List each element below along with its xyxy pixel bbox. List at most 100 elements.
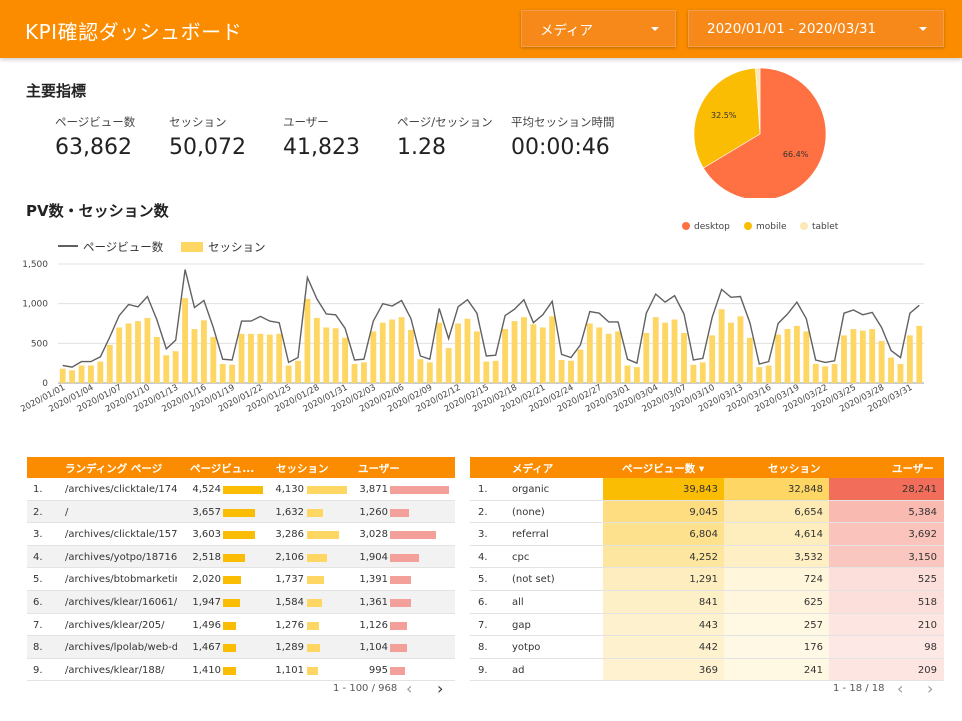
users-bar: [390, 599, 411, 607]
landing-page-cell: /: [65, 506, 69, 518]
users-heat: [829, 500, 944, 523]
pageviews-bar: [223, 621, 237, 630]
sessions-heat: [724, 613, 829, 636]
sessions-heat: [724, 545, 829, 568]
sessions-cell: 2,106: [275, 551, 304, 563]
session-bar: [125, 323, 132, 383]
y-tick-label: 0: [42, 379, 48, 389]
legend-line-swatch: [58, 245, 78, 247]
pageviews-bar: [223, 531, 255, 540]
table-row[interactable]: 3. /archives/clicktale/1577/3,603 3,286 3,0…: [27, 523, 455, 546]
users-bar: [390, 531, 437, 540]
session-bar: [822, 366, 829, 383]
session-bar: [690, 364, 697, 383]
table-row[interactable]: 4. cpc 4,252 3,532 3,150: [470, 545, 944, 569]
table-row[interactable]: 7. /archives/klear/205/1,496 1,276 1,126: [27, 613, 455, 637]
col-header-users[interactable]: ユーザー: [358, 463, 400, 475]
kpi-users: ユーザー 41,823: [283, 114, 360, 160]
session-bar: [784, 329, 791, 383]
media-table-pager: 1 - 18 / 18: [833, 683, 885, 694]
session-bar: [323, 327, 330, 383]
table-row[interactable]: 5. (not set) 1,291 724 525: [470, 568, 944, 591]
table-row[interactable]: 8. yotpo 442 176 98: [470, 636, 944, 659]
sessions-cell: 724: [803, 574, 823, 586]
col-header-users[interactable]: ユーザー: [892, 463, 934, 475]
session-bar: [219, 363, 226, 383]
users-heat: [829, 591, 944, 613]
sessions-cell: 1,276: [275, 619, 304, 631]
session-bar: [681, 333, 687, 383]
media-cell: all: [512, 597, 524, 608]
pageviews-cell: 841: [698, 597, 718, 608]
media-cell: yotpo: [512, 642, 541, 654]
legend-swatch-tablet: [800, 222, 808, 230]
session-bar: [728, 322, 734, 383]
table-row[interactable]: 6. all 841 625 518: [470, 591, 944, 614]
sessions-cell: 1,632: [275, 506, 304, 518]
session-bar: [888, 357, 894, 383]
session-bar: [59, 368, 66, 383]
pageviews-cell: 443: [698, 619, 718, 631]
users-heat: [829, 478, 944, 500]
kpi-label: ユーザー: [283, 115, 329, 129]
session-bar: [633, 367, 640, 383]
row-index: 5.: [478, 574, 488, 586]
session-bar: [436, 322, 443, 383]
chevron-left-icon[interactable]: ‹: [897, 679, 904, 698]
table-row[interactable]: 9. /archives/klear/188/1,410 1,101 995: [27, 658, 455, 682]
session-bar: [153, 336, 160, 383]
session-bar: [445, 348, 452, 383]
col-header-sessions[interactable]: セッション: [768, 463, 821, 475]
table-row[interactable]: 1. organic 39,843 32,848 28,241: [470, 478, 944, 501]
pageviews-cell: 1,467: [192, 642, 221, 654]
kpi-sessions: セッション 50,072: [169, 114, 246, 160]
session-bar: [521, 317, 527, 383]
table-row[interactable]: 2. (none) 9,045 6,654 5,384: [470, 500, 944, 524]
table-row[interactable]: 7. gap 443 257 210: [470, 613, 944, 637]
col-header-pageviews-sorted[interactable]: ページビュー数 ▾: [622, 463, 705, 475]
landing-page-cell: /archives/btobmarketin...: [65, 574, 177, 586]
media-filter-dropdown[interactable]: メディア: [521, 10, 676, 47]
pageviews-cell: 1,496: [192, 619, 221, 631]
table-row[interactable]: 2. / 3,657 1,632 1,260: [27, 500, 455, 524]
chevron-down-icon: [651, 27, 659, 31]
pageviews-cell: 369: [698, 664, 718, 676]
col-header-sessions[interactable]: セッション: [276, 463, 329, 475]
session-bar: [859, 330, 866, 383]
session-bar: [370, 331, 377, 383]
pageviews-bar: [223, 486, 263, 494]
table-row[interactable]: 6. /archives/klear/16061/1,947 1,584 1,361: [27, 591, 455, 614]
table-row[interactable]: 1. /archives/clicktale/1740/4,524 4,130 3,8…: [27, 478, 455, 501]
trend-section-title: PV数・セッション数: [26, 202, 169, 220]
sessions-bar: [307, 486, 347, 494]
pageview-line: [62, 269, 920, 368]
col-header-landing-page[interactable]: ランディング ページ: [65, 463, 163, 475]
table-row[interactable]: 4. /archives/yotpo/18716/2,518 2,106 1,904: [27, 545, 455, 569]
session-bar: [765, 365, 772, 383]
row-index: 9.: [33, 664, 43, 676]
session-bar: [69, 370, 76, 383]
sessions-bar: [307, 621, 320, 630]
table-row[interactable]: 9. ad 369 241 209: [470, 658, 944, 682]
landing-page-cell: /archives/klear/188/: [65, 664, 165, 676]
pageviews-bar: [223, 644, 236, 653]
pageviews-cell: 1,947: [192, 597, 221, 608]
session-bar: [568, 360, 574, 383]
col-header-pageviews[interactable]: ページビュ...: [190, 463, 255, 475]
session-bar: [841, 335, 847, 383]
col-header-media[interactable]: メディア: [512, 463, 554, 475]
table-row[interactable]: 8. /archives/lpolab/web-d... 1,467 1,289 1,1…: [27, 636, 455, 659]
session-bar: [182, 298, 188, 383]
table-row[interactable]: 5. /archives/btobmarketin... 2,020 1,737 1,3…: [27, 568, 455, 591]
y-tick-label: 1,000: [22, 300, 48, 310]
chevron-right-icon[interactable]: ›: [437, 679, 444, 698]
row-index: 6.: [478, 597, 488, 608]
chevron-right-icon[interactable]: ›: [927, 679, 934, 698]
pageviews-heat: [603, 523, 724, 545]
kpi-value: 1.28: [397, 135, 446, 160]
users-cell: 3,150: [908, 551, 937, 563]
chevron-left-icon[interactable]: ‹: [406, 679, 413, 698]
date-range-picker[interactable]: 2020/01/01 - 2020/03/31: [688, 10, 944, 47]
table-row[interactable]: 3. referral 6,804 4,614 3,692: [470, 523, 944, 546]
pageviews-cell: 39,843: [683, 484, 718, 495]
